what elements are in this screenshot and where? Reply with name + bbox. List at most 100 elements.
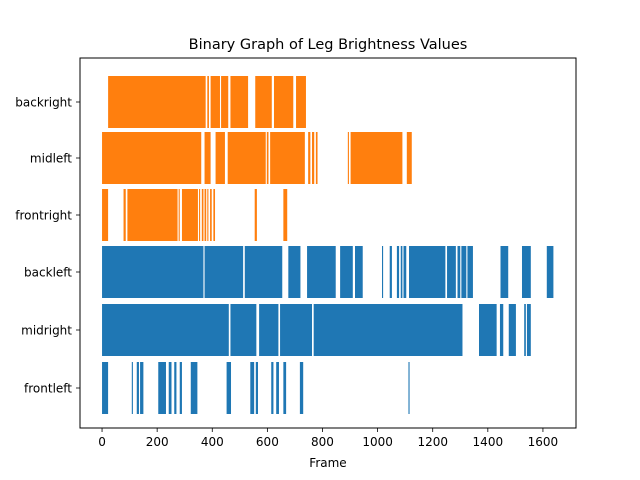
y-tick-label-backleft: backleft: [24, 266, 72, 280]
bar-segment-midleft-10: [350, 132, 403, 184]
bar-segment-frontleft-7: [179, 362, 182, 414]
bar-segment-frontleft-10: [250, 362, 255, 414]
bar-segment-backleft-6: [355, 246, 363, 298]
bar-segment-frontright-5: [199, 189, 201, 241]
bar-segment-frontright-3: [178, 189, 180, 241]
bar-segments: [102, 76, 554, 414]
bar-segment-midleft-2: [215, 132, 225, 184]
x-tick-label-400: 400: [201, 435, 224, 449]
bar-segment-backleft-0: [102, 246, 204, 298]
bar-segment-backleft-14: [457, 246, 461, 298]
bar-segment-backleft-12: [409, 246, 446, 298]
bar-segment-midleft-8: [315, 132, 318, 184]
bar-segment-backleft-1: [204, 246, 244, 298]
bar-segment-frontleft-4: [158, 362, 166, 414]
bar-segment-frontleft-8: [190, 362, 198, 414]
bar-segment-frontright-9: [210, 189, 212, 241]
bar-segment-backleft-9: [396, 246, 400, 298]
x-axis-label: Frame: [309, 456, 346, 470]
bar-segment-backleft-7: [382, 246, 384, 298]
x-tick-label-200: 200: [146, 435, 169, 449]
bar-segment-frontleft-6: [174, 362, 177, 414]
bar-segment-frontleft-2: [136, 362, 139, 414]
x-tick-label-1600: 1600: [528, 435, 559, 449]
x-tick-label-1200: 1200: [417, 435, 448, 449]
bar-segment-midright-7: [508, 304, 516, 356]
bar-segment-frontleft-11: [255, 362, 258, 414]
bar-segment-backleft-17: [500, 246, 509, 298]
bar-segment-frontleft-0: [102, 362, 109, 414]
bar-segment-midright-6: [499, 304, 504, 356]
bar-segment-midright-2: [259, 304, 279, 356]
bar-segment-frontright-0: [102, 189, 109, 241]
bar-segment-frontright-7: [204, 189, 207, 241]
bar-segment-backleft-19: [546, 246, 554, 298]
y-tick-label-backright: backright: [15, 96, 72, 110]
bar-segment-midright-8: [524, 304, 526, 356]
y-tick-label-midleft: midleft: [30, 152, 72, 166]
bar-segment-midleft-5: [270, 132, 305, 184]
bar-segment-midleft-7: [312, 132, 315, 184]
bar-segment-frontleft-9: [226, 362, 232, 414]
x-tick-label-1000: 1000: [362, 435, 393, 449]
bar-segment-frontleft-16: [408, 362, 410, 414]
bar-segment-backright-2: [210, 76, 220, 128]
y-tick-label-frontright: frontright: [15, 209, 72, 223]
bar-segment-frontleft-12: [271, 362, 274, 414]
bar-segment-midright-1: [230, 304, 257, 356]
bar-segment-frontright-10: [213, 189, 216, 241]
y-axis-ticks: frontleft midright backleft frontright midle…: [15, 96, 80, 396]
bar-segment-backleft-11: [403, 246, 407, 298]
bar-segment-backleft-5: [340, 246, 353, 298]
y-tick-label-midright: midright: [21, 324, 72, 338]
bar-segment-frontleft-1: [131, 362, 133, 414]
x-tick-label-1400: 1400: [473, 435, 504, 449]
bar-segment-backleft-8: [389, 246, 392, 298]
bar-segment-backleft-18: [521, 246, 531, 298]
bar-segment-midleft-11: [406, 132, 412, 184]
bar-segment-midright-9: [526, 304, 531, 356]
x-axis-ticks: 0 200 400 600 800 1000 1200 1400 1600: [98, 428, 558, 449]
bar-segment-midleft-3: [227, 132, 266, 184]
bar-segment-backright-4: [230, 76, 249, 128]
bar-segment-frontleft-3: [140, 362, 144, 414]
x-tick-label-0: 0: [98, 435, 106, 449]
bar-segment-backright-5: [255, 76, 272, 128]
bar-segment-frontright-8: [207, 189, 209, 241]
y-tick-label-frontleft: frontleft: [24, 382, 72, 396]
bar-segment-frontleft-15: [299, 362, 304, 414]
bar-segment-midleft-4: [266, 132, 269, 184]
x-tick-label-800: 800: [311, 435, 334, 449]
bar-segment-midleft-1: [204, 132, 211, 184]
bar-segment-frontright-1: [123, 189, 126, 241]
bar-segment-frontright-6: [201, 189, 204, 241]
bar-segment-frontleft-5: [168, 362, 172, 414]
bar-segment-frontright-12: [283, 189, 288, 241]
bar-segment-backright-1: [207, 76, 209, 128]
bar-segment-backright-0: [108, 76, 206, 128]
bar-segment-frontleft-14: [283, 362, 287, 414]
bar-segment-backright-3: [221, 76, 229, 128]
bar-segment-backleft-10: [400, 246, 403, 298]
bar-segment-midright-4: [313, 304, 463, 356]
bar-segment-midleft-6: [308, 132, 311, 184]
bar-segment-backleft-13: [447, 246, 456, 298]
bar-segment-midright-3: [280, 304, 313, 356]
bar-segment-backleft-4: [307, 246, 336, 298]
bar-segment-frontright-11: [254, 189, 257, 241]
bar-segment-backright-7: [296, 76, 306, 128]
bar-segment-frontright-2: [127, 189, 178, 241]
bar-segment-midright-5: [479, 304, 497, 356]
bar-segment-frontleft-13: [276, 362, 279, 414]
bar-segment-midleft-9: [347, 132, 349, 184]
plot-frame: [79, 57, 577, 429]
bar-segment-backleft-16: [467, 246, 473, 298]
bar-segment-frontright-4: [181, 189, 198, 241]
chart-title: Binary Graph of Leg Brightness Values: [189, 37, 468, 53]
x-tick-label-600: 600: [256, 435, 279, 449]
bar-segment-backright-6: [273, 76, 294, 128]
bar-segment-backleft-3: [288, 246, 301, 298]
bar-segment-backleft-15: [461, 246, 467, 298]
bar-segment-backleft-2: [244, 246, 283, 298]
